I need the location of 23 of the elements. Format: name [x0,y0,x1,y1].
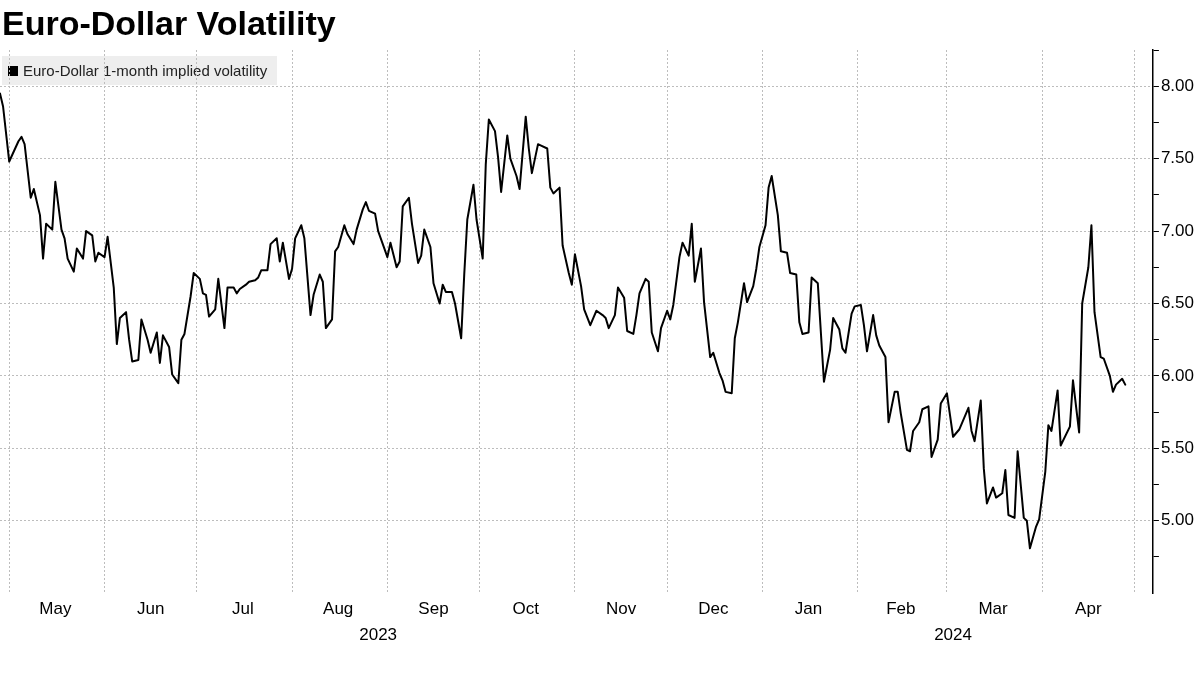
x-tick-label: Mar [978,599,1009,619]
x-tick-label: May [39,599,72,619]
x-tick-label: Dec [698,599,729,619]
x-tick-label: Oct [512,599,540,619]
y-tick-label: 7.00 [1160,220,1195,240]
x-tick-label: Jul [232,599,254,619]
x2-tick-label: 2024 [934,625,972,645]
x-tick-label: Aug [323,599,354,619]
y-tick-label: 8.00 [1160,75,1195,95]
y-tick-label: 7.50 [1160,148,1195,168]
x-tick-label: Nov [605,599,637,619]
x-tick-label: Sep [418,599,449,619]
y-tick-label: 5.50 [1160,438,1195,458]
chart-title: Euro-Dollar Volatility [2,4,336,43]
x-tick-label: Feb [886,599,916,619]
x-tick-label: Apr [1075,599,1102,619]
x2-tick-label: 2023 [359,625,398,645]
x-tick-label: Jan [794,599,823,619]
y-tick-label: 6.00 [1160,365,1195,385]
legend-label: Euro-Dollar 1-month implied volatility [23,62,268,79]
y-tick-label: 5.00 [1160,510,1195,530]
y-tick-label: 6.50 [1160,293,1195,313]
x-tick-label: Jun [136,599,165,619]
